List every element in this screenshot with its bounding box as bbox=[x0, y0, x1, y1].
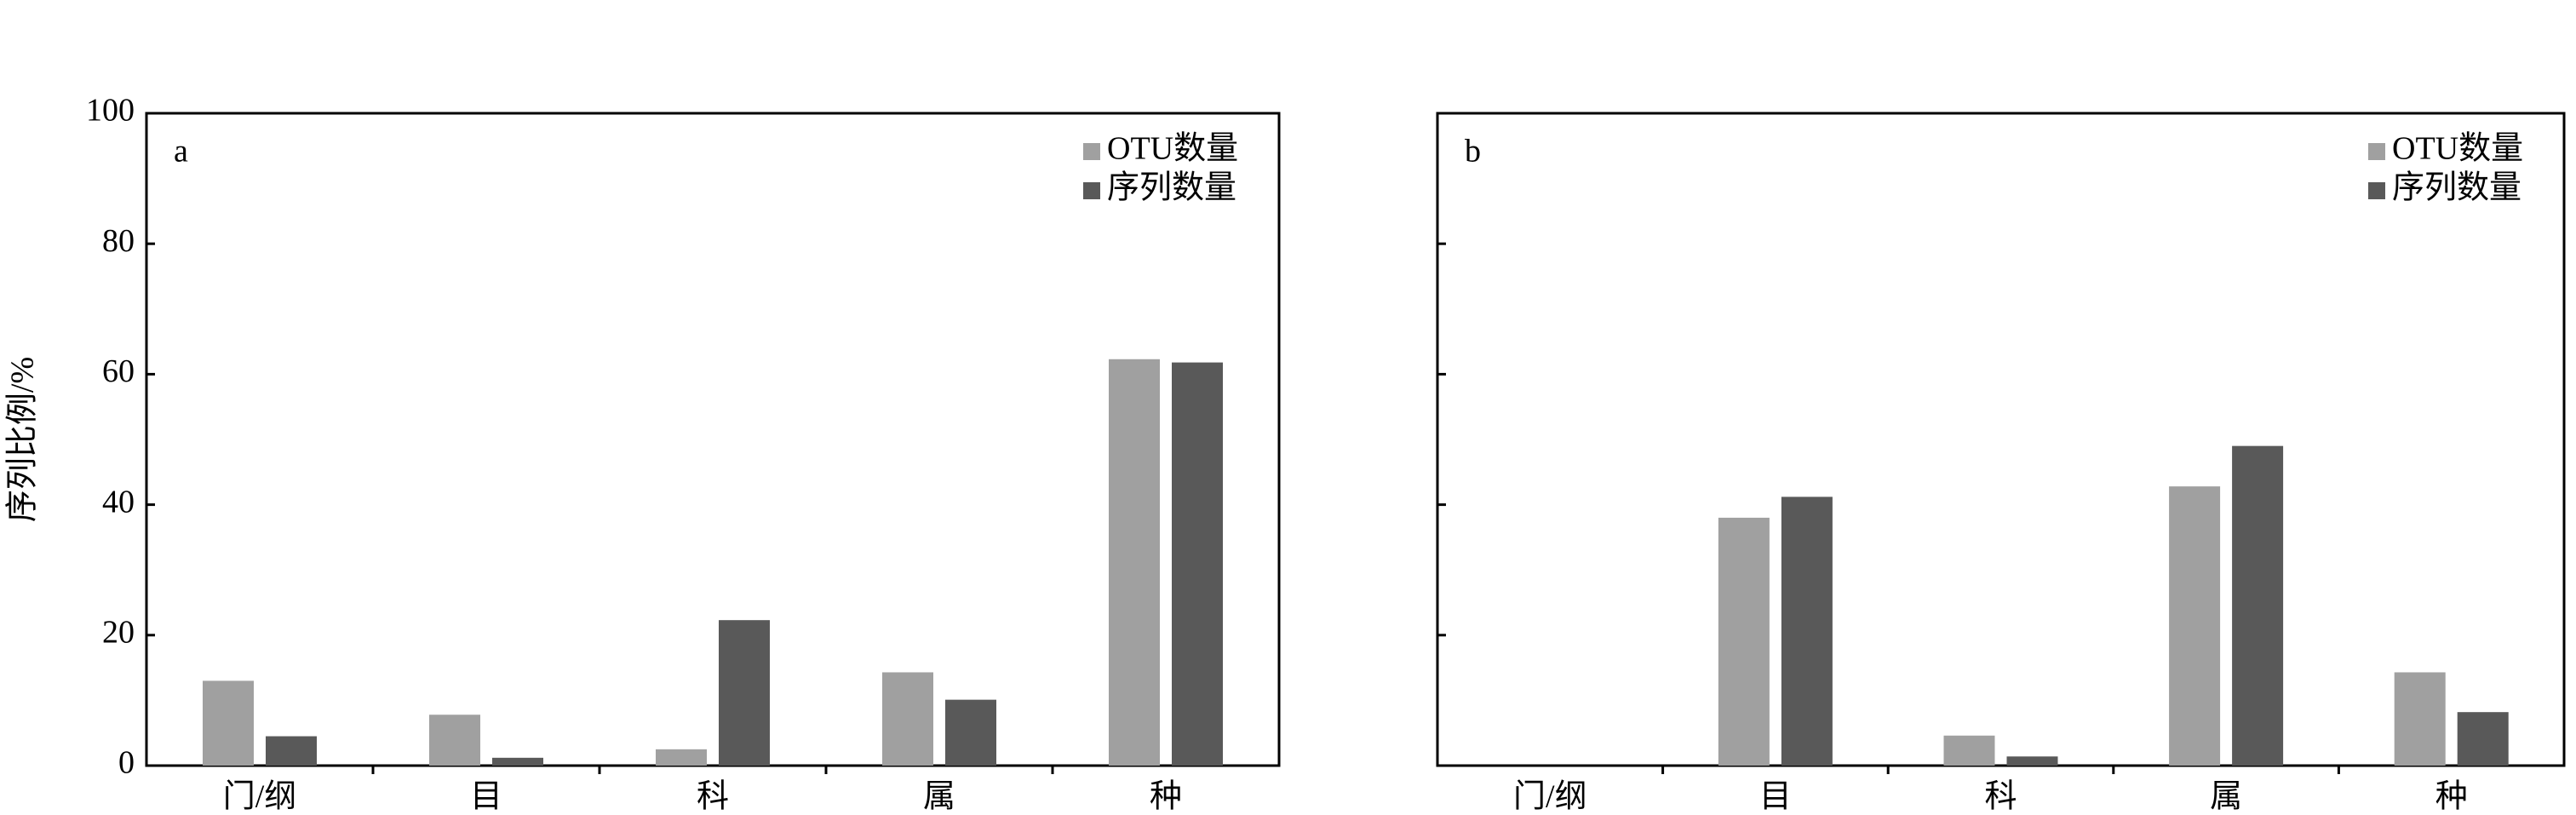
bar bbox=[203, 680, 254, 766]
bar bbox=[492, 757, 543, 766]
bar bbox=[719, 620, 770, 766]
y-tick-label: 60 bbox=[102, 353, 135, 389]
x-tick-label: 属 bbox=[923, 779, 955, 815]
legend-swatch bbox=[1083, 143, 1100, 160]
x-tick-label: 种 bbox=[1150, 779, 1182, 815]
bar bbox=[2457, 712, 2509, 766]
bar bbox=[429, 715, 480, 766]
bar bbox=[1172, 362, 1223, 766]
legend-label: 序列数量 bbox=[1107, 170, 1236, 206]
y-tick-label: 40 bbox=[102, 484, 135, 519]
y-tick-label: 0 bbox=[118, 745, 135, 781]
y-tick-label: 100 bbox=[86, 93, 135, 129]
x-tick-label: 科 bbox=[1984, 779, 2017, 815]
plot-frame bbox=[145, 112, 1281, 767]
bar bbox=[1109, 359, 1160, 766]
legend-swatch bbox=[1083, 182, 1100, 199]
x-tick-label: 门/纲 bbox=[223, 779, 297, 815]
x-tick-label: 科 bbox=[697, 779, 729, 815]
bar bbox=[2232, 445, 2284, 766]
bar bbox=[1943, 735, 1995, 766]
bar bbox=[656, 749, 707, 766]
legend-label: 序列数量 bbox=[2392, 170, 2521, 206]
bar bbox=[882, 672, 933, 766]
bar bbox=[1781, 496, 1833, 766]
bar bbox=[2394, 672, 2446, 766]
legend-label: OTU数量 bbox=[2392, 131, 2523, 167]
bar bbox=[1718, 517, 1770, 766]
panel-label: a bbox=[174, 134, 188, 169]
bar bbox=[266, 736, 317, 766]
legend-swatch bbox=[2368, 143, 2385, 160]
y-tick-label: 20 bbox=[102, 615, 135, 651]
plot-frame bbox=[1436, 112, 2566, 767]
y-axis-label: 序列比例/% bbox=[5, 357, 41, 522]
y-tick-label: 80 bbox=[102, 223, 135, 259]
x-tick-label: 种 bbox=[2435, 779, 2468, 815]
bar bbox=[2006, 756, 2058, 766]
panel-label: b bbox=[1465, 134, 1481, 169]
bar bbox=[2169, 486, 2221, 766]
legend-swatch bbox=[2368, 182, 2385, 199]
x-tick-label: 目 bbox=[1759, 779, 1792, 815]
bar bbox=[945, 699, 996, 766]
x-tick-label: 门/纲 bbox=[1513, 779, 1587, 815]
legend-label: OTU数量 bbox=[1107, 131, 1238, 167]
x-tick-label: 目 bbox=[470, 779, 502, 815]
x-tick-label: 属 bbox=[2210, 779, 2242, 815]
